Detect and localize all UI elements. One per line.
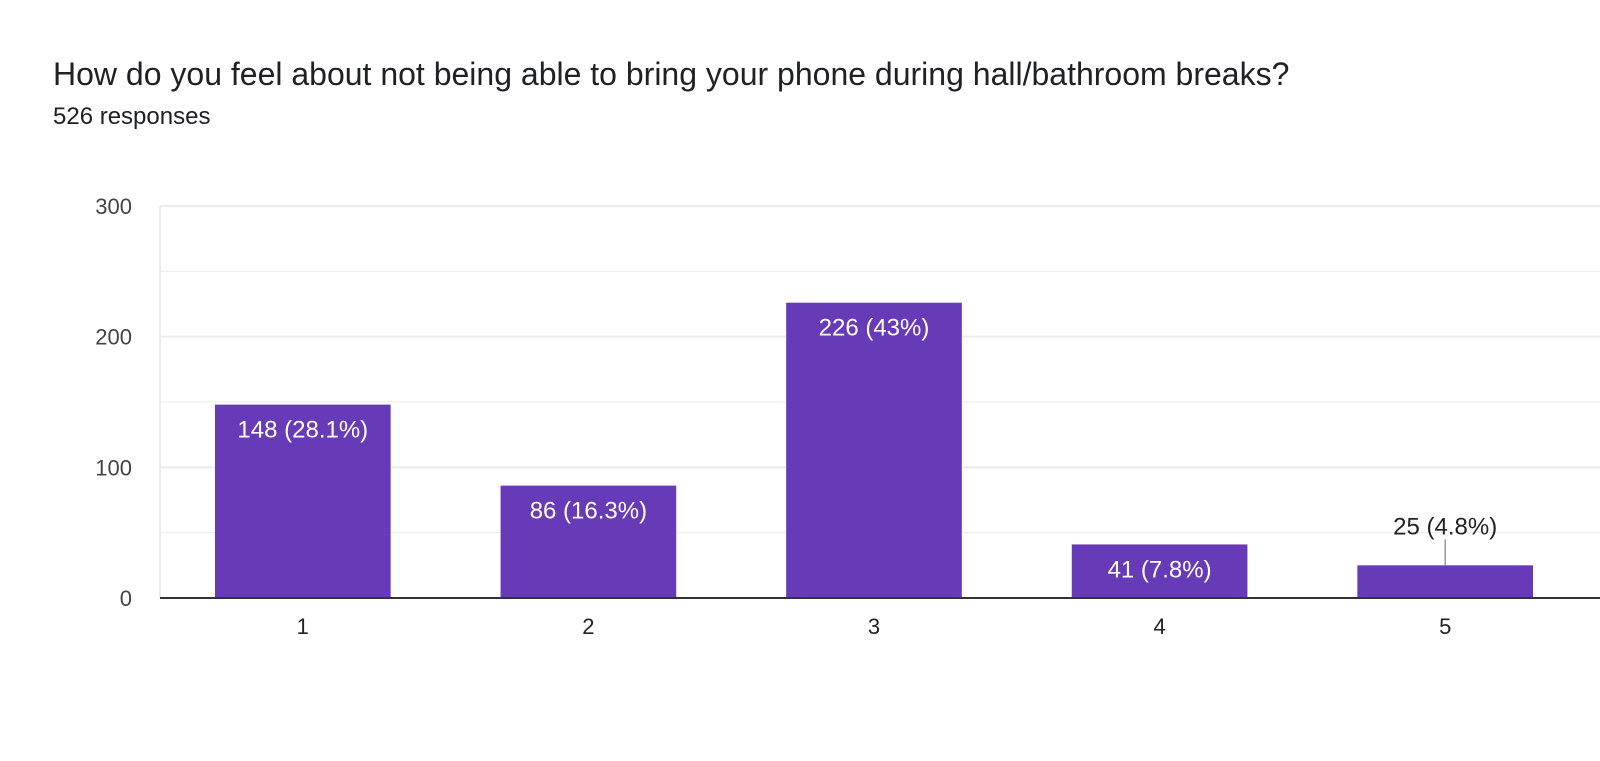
x-category-label: 5: [1439, 614, 1451, 639]
bar: [1071, 544, 1248, 598]
x-category-label: 2: [582, 614, 594, 639]
question-header: How do you feel about not being able to …: [53, 50, 1560, 132]
bar: [214, 404, 391, 598]
x-category-label: 4: [1153, 614, 1165, 639]
bar: [1357, 565, 1534, 598]
bar: [500, 485, 677, 598]
axes: [159, 206, 1600, 599]
y-axis-tick-labels: 0 100 200 300: [95, 194, 132, 611]
question-title: How do you feel about not being able to …: [53, 56, 1290, 92]
bar: [786, 302, 962, 598]
data-label: 86 (16.3%): [530, 498, 647, 525]
y-tick-label: 0: [120, 586, 132, 611]
data-label: 41 (7.8%): [1108, 556, 1212, 583]
data-label: 25 (4.8%): [1393, 513, 1497, 540]
response-count: 526 responses: [53, 103, 211, 130]
data-label: 148 (28.1%): [237, 417, 368, 444]
y-tick-label: 100: [95, 455, 132, 480]
data-label: 226 (43%): [819, 315, 930, 342]
gridlines: [160, 205, 1600, 534]
x-category-label: 3: [868, 614, 880, 639]
x-category-label: 1: [297, 614, 309, 639]
x-axis-category-labels: 1 2 3 4 5: [297, 614, 1452, 639]
bars: [214, 302, 1534, 598]
y-tick-label: 300: [95, 194, 132, 219]
y-tick-label: 200: [95, 325, 132, 350]
data-labels: 148 (28.1%) 86 (16.3%) 226 (43%) 41 (7.8%) 2…: [237, 315, 1497, 584]
